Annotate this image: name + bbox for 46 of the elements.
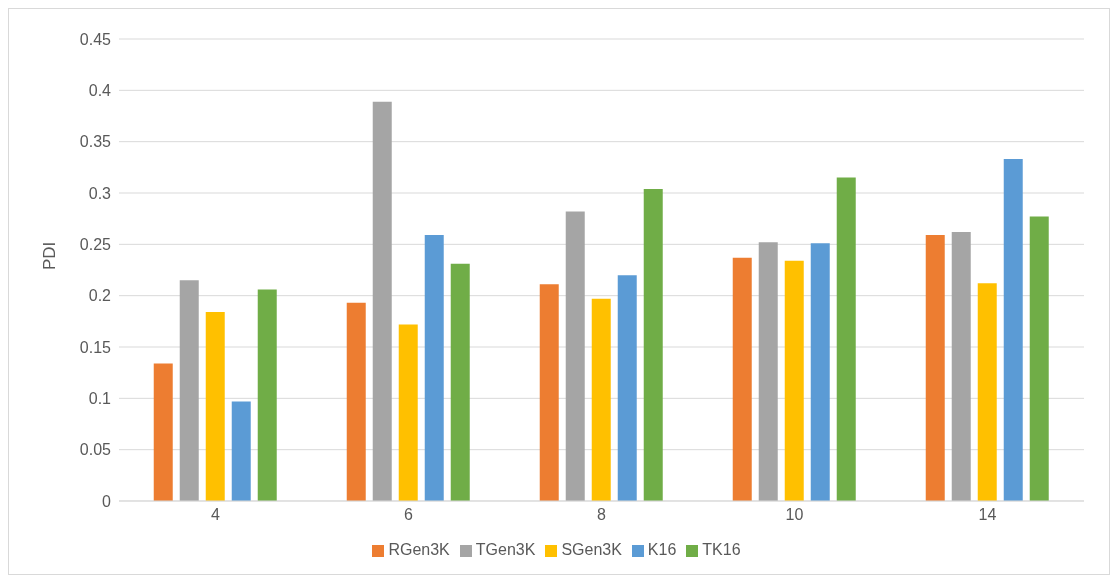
bar bbox=[617, 275, 637, 501]
bar bbox=[810, 243, 830, 501]
y-tick-label: 0.05 bbox=[79, 441, 112, 459]
legend-label: TK16 bbox=[702, 541, 741, 558]
bar bbox=[732, 257, 752, 501]
y-axis-title: PDI bbox=[40, 241, 60, 270]
bar bbox=[643, 188, 663, 501]
x-tick-label: 6 bbox=[404, 506, 414, 524]
bar bbox=[450, 263, 470, 501]
bar bbox=[205, 312, 225, 501]
y-tick-label: 0.45 bbox=[79, 30, 112, 48]
y-tick-label: 0.3 bbox=[88, 184, 112, 202]
bar bbox=[784, 260, 804, 501]
bar bbox=[346, 302, 366, 501]
bar bbox=[179, 280, 199, 501]
y-tick-label: 0.15 bbox=[79, 338, 112, 356]
bar bbox=[758, 242, 778, 501]
y-tick-label: 0 bbox=[102, 492, 112, 510]
y-tick-label: 0.4 bbox=[88, 82, 112, 100]
bar bbox=[372, 101, 392, 501]
bar bbox=[424, 235, 444, 501]
bar bbox=[257, 289, 277, 501]
bar bbox=[231, 401, 251, 501]
bar bbox=[977, 283, 997, 501]
bar bbox=[1003, 159, 1023, 501]
bar bbox=[565, 211, 585, 501]
y-tick-label: 0.35 bbox=[79, 133, 112, 151]
x-tick-label: 8 bbox=[597, 506, 607, 524]
y-tick-label: 0.1 bbox=[88, 390, 112, 408]
bar bbox=[836, 177, 856, 501]
y-tick-label: 0.25 bbox=[79, 236, 112, 254]
x-tick-label: 14 bbox=[978, 506, 997, 524]
x-tick-label: 10 bbox=[785, 506, 804, 524]
legend-label: TGen3K bbox=[475, 541, 536, 558]
legend-label: RGen3K bbox=[388, 541, 450, 558]
bar bbox=[951, 232, 971, 501]
x-tick-label: 4 bbox=[211, 506, 221, 524]
legend-label: K16 bbox=[647, 541, 677, 558]
y-tick-label: 0.2 bbox=[88, 287, 112, 305]
legend-label: SGen3K bbox=[561, 541, 622, 558]
bar bbox=[398, 324, 418, 501]
bar bbox=[539, 284, 559, 501]
bar bbox=[1029, 216, 1049, 501]
bar bbox=[925, 235, 945, 501]
bar bbox=[591, 298, 611, 501]
bar bbox=[153, 363, 173, 501]
